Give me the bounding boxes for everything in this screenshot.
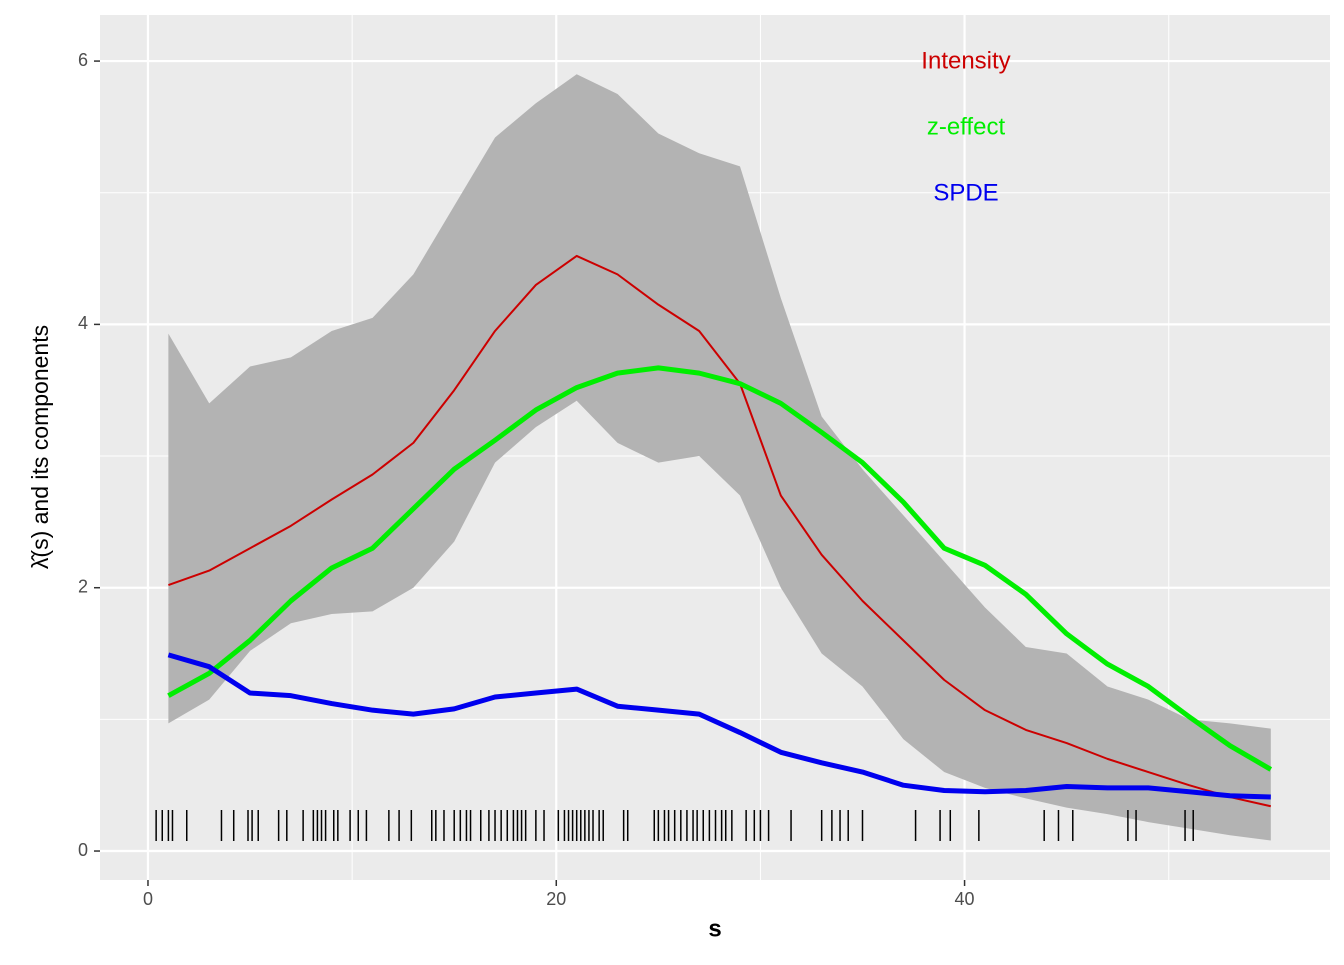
y-tick-label: 6 xyxy=(78,50,88,70)
legend-label: z-effect xyxy=(927,113,1006,140)
legend-label: Intensity xyxy=(921,47,1010,74)
x-tick-label: 0 xyxy=(143,889,153,909)
confidence-band xyxy=(168,74,1271,841)
x-tick-label: 40 xyxy=(955,889,975,909)
y-axis-title: λ̂(s) and its components xyxy=(27,325,53,569)
y-tick-label: 4 xyxy=(78,313,88,333)
series-line xyxy=(168,254,1272,808)
y-tick-label: 2 xyxy=(78,576,88,596)
x-tick-label: 20 xyxy=(546,889,566,909)
series-line xyxy=(167,365,1273,772)
marks xyxy=(155,74,1273,841)
series-line xyxy=(167,652,1271,800)
x-axis-title: s xyxy=(708,915,721,942)
legend-label: SPDE xyxy=(933,179,998,206)
y-tick-label: 0 xyxy=(78,840,88,860)
